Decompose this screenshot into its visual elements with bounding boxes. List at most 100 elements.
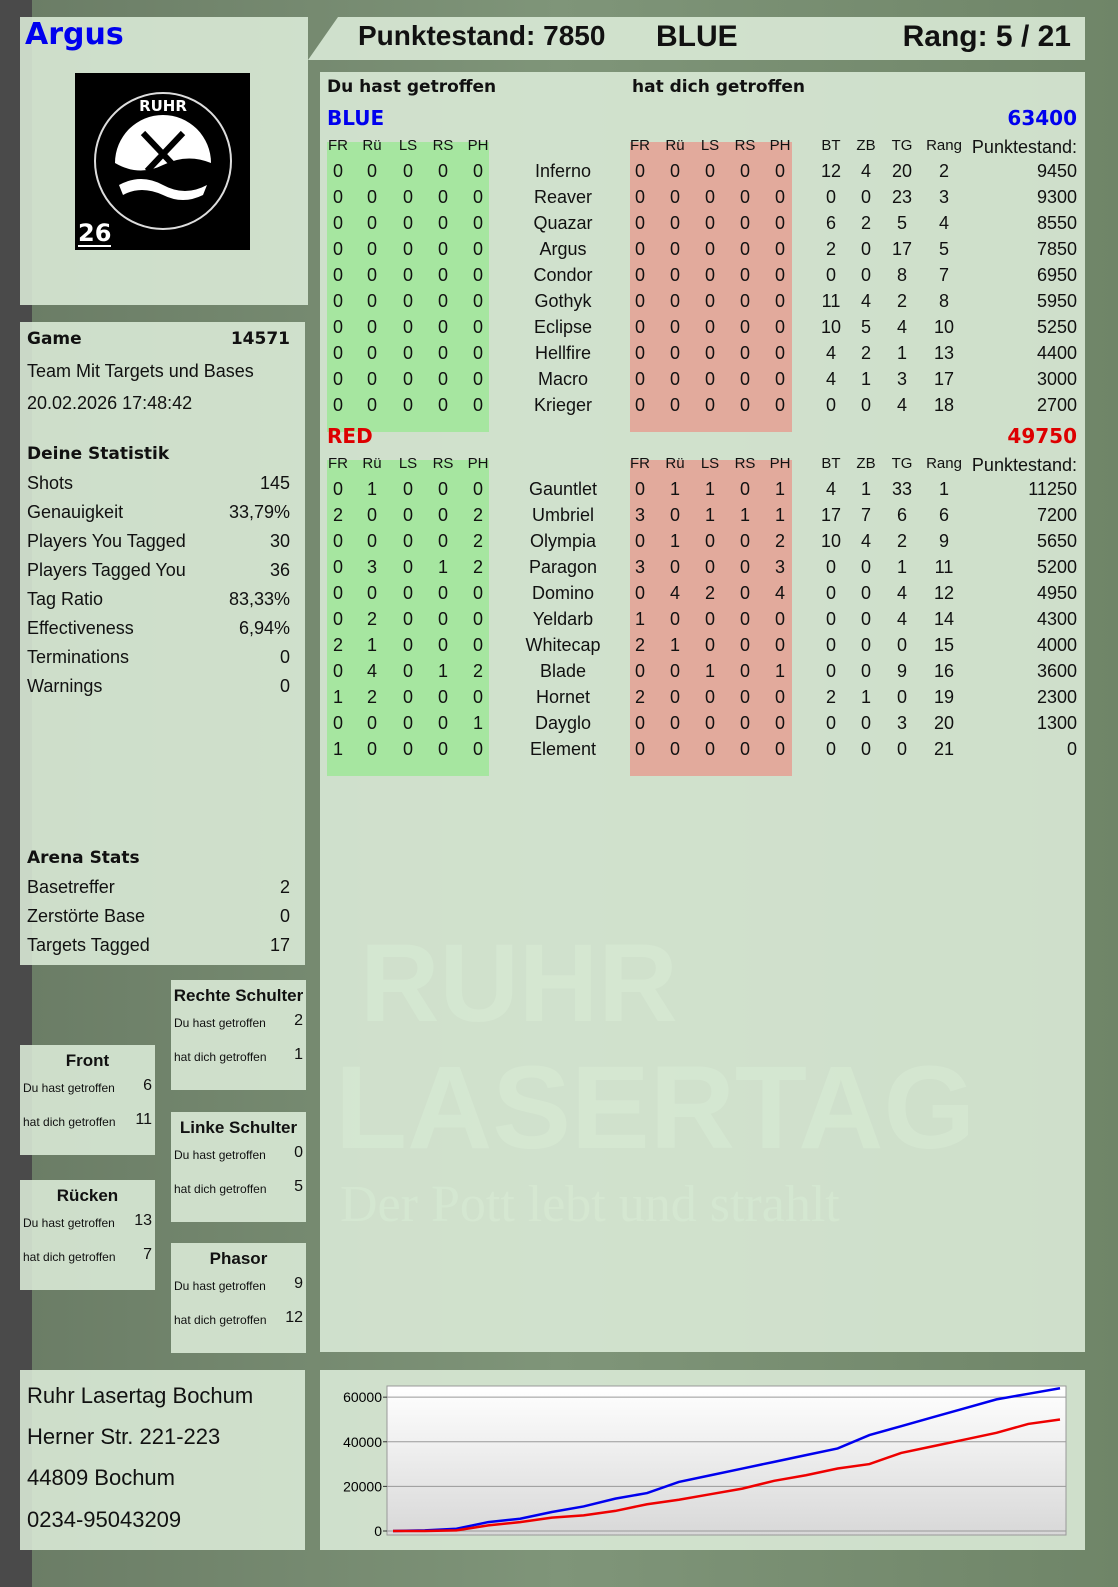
arena-title-text: Arena Stats [27, 848, 140, 868]
score-cell: 3600 [1036, 661, 1077, 681]
stat-cell: 0 [825, 395, 837, 415]
y-tick-label: 20000 [343, 1478, 382, 1494]
you-hit-cell: 0 [472, 265, 484, 285]
you-hit-cell: 0 [402, 505, 414, 525]
arena-value: 17 [269, 935, 290, 955]
stat-cell: 5 [938, 239, 950, 259]
score-cell: 1300 [1036, 713, 1077, 733]
rank-label: Rang: 5 / 21 [902, 20, 1071, 53]
column-header: FR [328, 137, 348, 154]
game-label: Game [27, 329, 82, 349]
hit-you-cell: 0 [669, 187, 681, 207]
you-hit-cell: 0 [402, 187, 414, 207]
you-hit-cell: 0 [402, 161, 414, 181]
you-hit-cell: 0 [402, 395, 414, 415]
you-hit-cell: 0 [366, 213, 378, 233]
you-hit-cell: 0 [366, 739, 378, 759]
you-hit-cell: 0 [437, 213, 449, 233]
you-hit-cell: 0 [437, 479, 449, 499]
you-hit-cell: 0 [366, 239, 378, 259]
hit-you-cell: 0 [669, 505, 681, 525]
address-line: 44809 Bochum [27, 1465, 175, 1490]
hit-you-cell: 0 [634, 395, 646, 415]
player-name-cell: Umbriel [531, 505, 595, 525]
you-hit-cell: 0 [437, 687, 449, 707]
stat-cell: 20 [933, 713, 955, 733]
team-name: BLUE [327, 106, 385, 130]
arena-row: Zerstörte Base 0 [27, 906, 290, 927]
hit-you-cell: 0 [774, 687, 786, 707]
stat-cell: 0 [825, 661, 837, 681]
hit-you-cell: 0 [739, 635, 751, 655]
stat-cell: 9 [896, 661, 908, 681]
hit-you-cell: 0 [739, 661, 751, 681]
you-hit-cell: 0 [437, 343, 449, 363]
you-hit-cell: 0 [472, 609, 484, 629]
stat-cell: 6 [896, 505, 908, 525]
stat-cell: 5 [896, 213, 908, 233]
hit-you-cell: 0 [634, 265, 646, 285]
you-hit-cell: 0 [402, 583, 414, 603]
zone-you-hit-label: Du hast getroffen [174, 1279, 266, 1293]
stat-cell: 0 [860, 713, 872, 733]
zone-you-hit-value: 2 [294, 1012, 303, 1029]
zone-you-hit-row: Du hast getroffen 13 [23, 1212, 152, 1230]
hit-you-cell: 0 [774, 239, 786, 259]
hit-you-cell: 0 [704, 369, 716, 389]
hit-you-cell: 1 [774, 479, 786, 499]
address-panel: Ruhr Lasertag Bochum Herner Str. 221-223… [20, 1370, 305, 1550]
you-hit-cell: 0 [437, 161, 449, 181]
stat-cell: 18 [933, 395, 955, 415]
column-header: PH [769, 455, 791, 472]
you-hit-cell: 0 [402, 213, 414, 233]
column-header: RS [734, 137, 756, 154]
ruhr-lasertag-logo-icon: RUHR 26 [78, 92, 232, 247]
stat-value: 0 [279, 647, 290, 667]
zone-title: Front [65, 1051, 110, 1070]
hit-you-cell: 0 [634, 369, 646, 389]
series-line-1 [393, 1418, 1061, 1533]
you-hit-cell: 0 [366, 161, 378, 181]
zone-hit-you-row: hat dich getroffen 7 [23, 1246, 152, 1264]
svg-text:RUHR: RUHR [139, 97, 187, 115]
score-cell: 5250 [1036, 317, 1077, 337]
stat-cell: 0 [825, 583, 837, 603]
stat-cell: 0 [860, 661, 872, 681]
hit-you-cell: 0 [634, 583, 646, 603]
player-name-cell: Reaver [533, 187, 593, 207]
you-hit-cell: 0 [366, 369, 378, 389]
hit-you-cell: 0 [774, 187, 786, 207]
you-hit-cell: 0 [472, 479, 484, 499]
you-hit-cell: 1 [437, 557, 449, 577]
you-hit-cell: 3 [366, 557, 378, 577]
column-header: BT [821, 455, 841, 472]
zone-you-hit-row: Du hast getroffen 0 [174, 1144, 303, 1162]
column-header: LS [398, 137, 418, 154]
game-row: Game 14571 [27, 329, 290, 349]
stat-cell: 12 [820, 161, 842, 181]
hit-you-cell: 0 [634, 291, 646, 311]
hit-you-cell: 0 [739, 531, 751, 551]
you-hit-cell: 0 [402, 291, 414, 311]
you-hit-cell: 0 [437, 505, 449, 525]
hit-you-cell: 0 [704, 187, 716, 207]
stat-cell: 0 [896, 635, 908, 655]
you-hit-cell: 0 [437, 369, 449, 389]
zone-you-hit-label: Du hast getroffen [23, 1216, 115, 1230]
hit-you-cell: 0 [774, 291, 786, 311]
you-hit-cell: 2 [332, 635, 344, 655]
stat-cell: 0 [860, 739, 872, 759]
hit-you-cell: 0 [634, 739, 646, 759]
hit-you-cell: 2 [704, 583, 716, 603]
column-header: ZB [856, 137, 876, 154]
stat-cell: 2 [896, 291, 908, 311]
stat-cell: 17 [933, 369, 955, 389]
you-hit-cell: 0 [472, 291, 484, 311]
you-hit-cell: 0 [332, 369, 344, 389]
stat-label: Tag Ratio [27, 589, 104, 609]
address-line: Herner Str. 221-223 [27, 1424, 221, 1449]
stat-cell: 0 [860, 557, 872, 577]
you-hit-cell: 0 [332, 317, 344, 337]
stat-row: Shots 145 [27, 473, 290, 494]
column-header: LS [700, 137, 720, 154]
